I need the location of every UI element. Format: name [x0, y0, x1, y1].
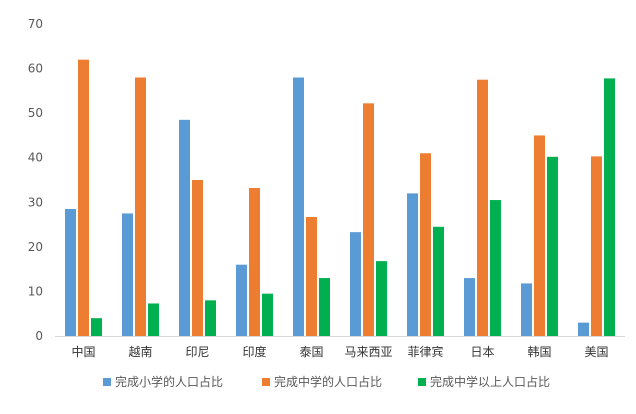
bar-2-2 [135, 77, 146, 337]
x-tick-label: 马来西亚 [344, 345, 392, 359]
bar-1-8 [464, 278, 475, 336]
bar-1-5 [293, 77, 304, 337]
x-tick-label: 日本 [470, 345, 494, 359]
bar-1-3 [179, 119, 190, 336]
bar-3-8 [490, 200, 501, 336]
bar-2-10 [591, 156, 602, 336]
y-tick-label: 60 [28, 62, 43, 76]
x-tick-label: 泰国 [299, 345, 323, 359]
bar-1-4 [236, 264, 247, 336]
bar-3-5 [319, 278, 330, 336]
bar-3-10 [604, 78, 615, 336]
legend: 完成小学的人口占比 完成中学的人口占比 完成中学以上人口占比 [103, 374, 550, 389]
bar-2-3 [192, 180, 203, 336]
bar-3-3 [205, 300, 216, 336]
bar-2-8 [477, 79, 488, 337]
y-axis-ticks: 0 10 20 30 40 50 60 70 [28, 17, 43, 343]
bar-2-4 [249, 188, 260, 336]
bar-2-7 [420, 153, 431, 336]
x-tick-label: 韩国 [527, 344, 551, 359]
y-tick-label: 30 [28, 195, 43, 209]
y-tick-label: 70 [28, 17, 43, 31]
bar-3-4 [262, 293, 273, 336]
legend-label-1: 完成小学的人口占比 [115, 374, 223, 389]
legend-label-2: 完成中学的人口占比 [274, 374, 382, 389]
x-tick-label: 印尼 [185, 345, 209, 359]
bar-1-6 [350, 232, 361, 336]
x-tick-label: 越南 [128, 344, 152, 359]
bar-1-9 [521, 283, 532, 336]
x-tick-label: 中国 [71, 344, 95, 359]
bar-3-1 [91, 318, 102, 336]
y-tick-label: 50 [28, 106, 43, 120]
bar-2-9 [534, 135, 545, 336]
bar-2-1 [78, 59, 89, 336]
x-axis-labels: 中国 越南 印尼 印度 泰国 马来西亚 菲律宾 日本 韩国 美国 [71, 344, 608, 359]
y-tick-label: 20 [28, 240, 43, 254]
bar-2-5 [306, 216, 317, 336]
bar-3-6 [376, 261, 387, 336]
bar-3-2 [148, 303, 159, 336]
legend-swatch-2 [262, 378, 270, 386]
bar-1-10 [578, 322, 589, 336]
legend-label-3: 完成中学以上人口占比 [430, 374, 550, 389]
bar-1-1 [65, 208, 76, 336]
bar-1-7 [407, 193, 418, 336]
y-tick-label: 0 [35, 329, 43, 343]
legend-swatch-1 [103, 378, 111, 386]
y-tick-label: 40 [28, 151, 43, 165]
bar-1-2 [122, 213, 133, 336]
x-tick-label: 美国 [584, 345, 608, 359]
bars [65, 59, 615, 337]
y-tick-label: 10 [28, 284, 43, 298]
bar-3-9 [547, 156, 558, 336]
legend-swatch-3 [418, 378, 426, 386]
bar-2-6 [363, 103, 374, 336]
x-tick-label: 印度 [242, 344, 266, 359]
x-tick-label: 菲律宾 [407, 344, 443, 359]
bar-3-7 [433, 226, 444, 336]
